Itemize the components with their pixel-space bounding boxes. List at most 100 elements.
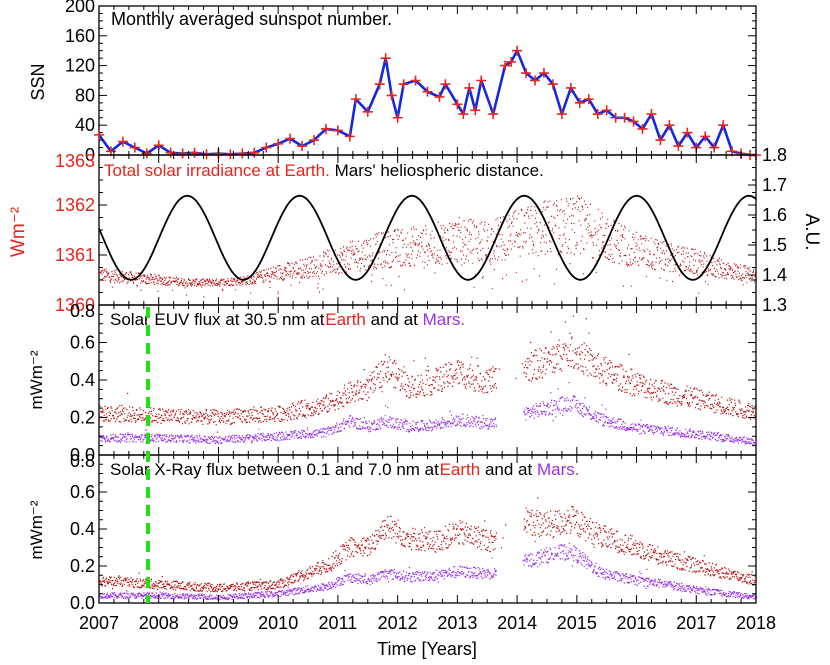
xray-title-text: Solar X-Ray flux between 0.1 and 7.0 nm … — [110, 460, 439, 479]
y-tick-label: 40 — [75, 115, 95, 135]
ssn-marker — [452, 99, 463, 110]
euv-title-text: Solar EUV flux at 30.5 nm at — [110, 310, 325, 329]
ssn-marker — [646, 109, 657, 120]
x-tick-label: 2010 — [258, 613, 298, 633]
panel-euv: 0.0 0.2 0.4 0.6 0.8 Solar EUV flux at 30.5 n… — [27, 301, 757, 465]
ssn-marker — [201, 149, 212, 160]
ssn-marker — [350, 94, 361, 105]
ssn-marker — [344, 131, 355, 142]
ssn-marker — [320, 123, 331, 134]
ssn-marker — [458, 109, 469, 120]
x-tick-label: 2009 — [198, 613, 238, 633]
y2-tick-label: 1.4 — [762, 265, 787, 285]
ssn-marker — [386, 90, 397, 101]
y2-tick-label: 1.3 — [762, 295, 787, 315]
y2-tick-label: 1.5 — [762, 235, 787, 255]
x-axis-ticks: 2007 2008 2009 2010 2011 2012 2013 2014 2015 2016… — [79, 6, 776, 633]
tsi-title-mars: Mars' heliospheric distance. — [335, 161, 544, 180]
ssn-marker — [434, 91, 445, 102]
y2-tick-label: 1.8 — [762, 145, 787, 165]
y-tick-label: 0.0 — [70, 445, 95, 465]
ssn-marker — [249, 147, 260, 158]
ssn-title: Monthly averaged sunspot number. — [111, 9, 392, 29]
tsi-series — [98, 194, 757, 298]
euv-title-and: and at — [371, 310, 419, 329]
y-tick-label: 0 — [85, 145, 95, 165]
y-tick-label: 1362 — [55, 195, 95, 215]
euv-earth-points — [99, 315, 757, 433]
xray-title-mars: Mars. — [537, 460, 580, 479]
ssn-series — [94, 45, 761, 160]
ssn-marker — [628, 116, 639, 127]
xray-y-ticks: 0.0 0.2 0.4 0.6 0.8 — [70, 451, 756, 613]
x-tick-label: 2012 — [378, 613, 418, 633]
ssn-marker — [309, 135, 320, 146]
ssn-marker — [297, 141, 308, 152]
y-tick-label: 80 — [75, 85, 95, 105]
x-tick-label: 2017 — [676, 613, 716, 633]
ssn-marker — [261, 142, 272, 153]
ssn-marker — [398, 79, 409, 90]
xray-series — [99, 497, 757, 601]
ssn-marker — [410, 75, 421, 86]
ssn-marker — [117, 136, 128, 147]
y-tick-label: 0.8 — [70, 301, 95, 321]
ssn-marker — [637, 123, 648, 134]
y-tick-label: 160 — [65, 26, 95, 46]
xray-title-and: and at — [485, 460, 533, 479]
y-tick-label: 0.2 — [70, 408, 95, 428]
xray-title: Solar X-Ray flux between 0.1 and 7.0 nm … — [110, 460, 579, 479]
ssn-marker — [718, 120, 729, 131]
ssn-marker — [285, 133, 296, 144]
euv-y-label: mWm⁻² — [27, 350, 46, 409]
y-tick-label: 0.4 — [70, 370, 95, 390]
ssn-marker — [476, 75, 487, 86]
y-tick-label: 0.2 — [70, 556, 95, 576]
ssn-marker — [565, 82, 576, 93]
xray-title-earth: Earth — [440, 460, 481, 479]
y-tick-label: 0.6 — [70, 482, 95, 502]
x-tick-label: 2015 — [557, 613, 597, 633]
mars-distance-curve — [98, 194, 757, 281]
y-tick-label: 0.8 — [70, 451, 95, 471]
ssn-marker — [237, 148, 248, 159]
y-tick-label: 1363 — [55, 151, 95, 171]
x-tick-label: 2013 — [437, 613, 477, 633]
ssn-marker — [374, 79, 385, 90]
y-tick-label: 0.4 — [70, 519, 95, 539]
ssn-marker — [673, 141, 684, 152]
panel-ssn: 0 40 80 120 160 200 Monthly averaged sunspot … — [28, 0, 761, 165]
ssn-marker — [574, 97, 585, 108]
ssn-marker — [380, 53, 391, 64]
ssn-marker — [547, 79, 558, 90]
ssn-marker — [422, 86, 433, 97]
ssn-marker — [225, 149, 236, 160]
xray-y-label: mWm⁻² — [27, 500, 46, 559]
ssn-marker — [488, 109, 499, 120]
x-tick-label: 2014 — [497, 613, 537, 633]
xray-mars-points — [99, 537, 757, 601]
ssn-marker — [392, 112, 403, 123]
y-tick-label: 120 — [65, 56, 95, 76]
tsi-y-label: Wm⁻² — [8, 207, 29, 257]
ssn-marker — [592, 109, 603, 120]
y-tick-label: 0.0 — [70, 593, 95, 613]
ssn-marker — [512, 45, 523, 56]
x-tick-label: 2007 — [79, 613, 119, 633]
euv-title-mars: Mars. — [423, 310, 466, 329]
y-tick-label: 1360 — [55, 295, 95, 315]
ssn-marker — [470, 105, 481, 116]
ssn-marker — [538, 68, 549, 79]
ssn-marker — [94, 129, 104, 140]
ssn-y-ticks: 0 40 80 120 160 200 — [65, 0, 756, 165]
ssn-marker — [583, 94, 594, 105]
ssn-marker — [332, 125, 343, 136]
ssn-marker — [506, 56, 517, 67]
x-tick-label: 2018 — [736, 613, 776, 633]
y2-tick-label: 1.6 — [762, 205, 787, 225]
euv-title-earth: Earth — [325, 310, 366, 329]
ssn-marker — [129, 142, 140, 153]
x-axis-label: Time [Years] — [377, 639, 477, 659]
ssn-marker — [530, 75, 541, 86]
euv-mars-points — [99, 382, 757, 446]
